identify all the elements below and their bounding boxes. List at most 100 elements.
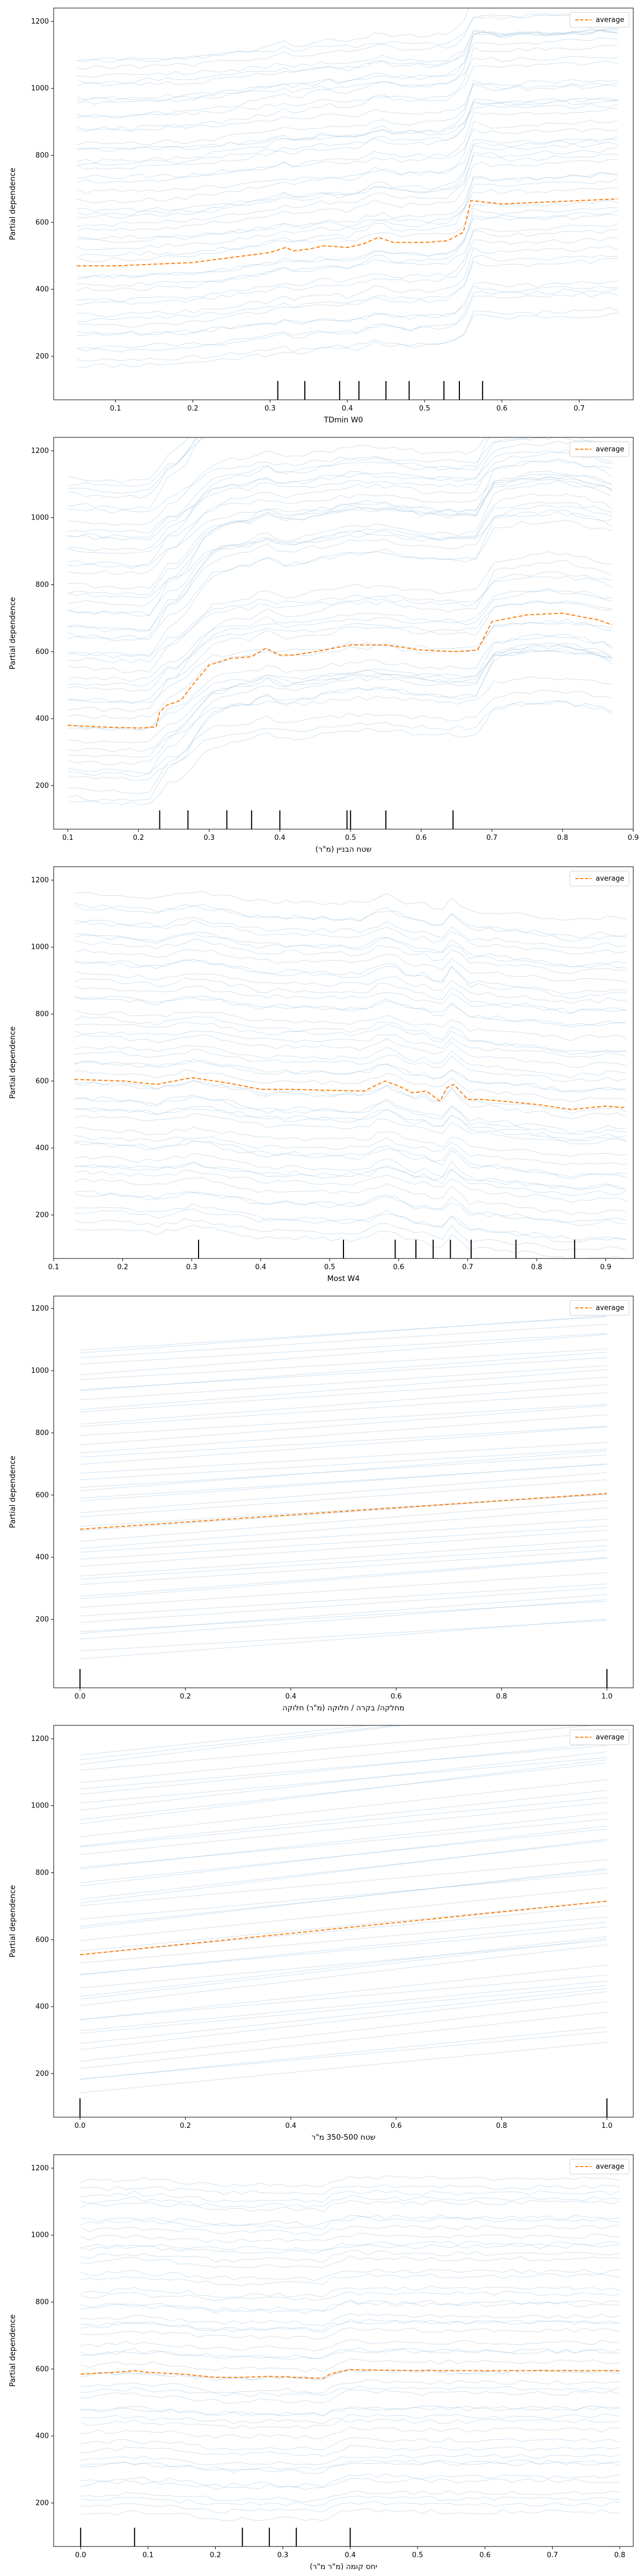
ice-line (77, 45, 618, 132)
chart-panel-2: 0.1 0.2 0.3 0.4 0.5 0.6 0.7 0.8 0.9 200 400 600 800 1… (9, 437, 639, 854)
average-line (80, 2369, 620, 2379)
ice-line (80, 1872, 607, 1920)
ice-line (80, 2358, 620, 2372)
ice-line (68, 437, 188, 484)
ice-line (80, 1991, 607, 2050)
ice-line (77, 98, 618, 170)
x-tick-label: 0.6 (496, 405, 508, 413)
ice-line (74, 1069, 627, 1102)
rug-ticks (79, 2098, 608, 2117)
ice-line (80, 2379, 620, 2394)
ice-line (68, 601, 612, 703)
x-tick-label: 0.3 (265, 405, 276, 413)
x-tick-label: 0.3 (186, 1263, 197, 1271)
ice-line (77, 56, 618, 102)
ice-line (80, 1550, 607, 1585)
ice-line (77, 137, 618, 194)
x-tick-label: 0.8 (531, 1263, 543, 1271)
ice-line (80, 1725, 596, 1770)
ice-line (77, 159, 618, 232)
y-tick-label: 600 (35, 1077, 49, 1085)
y-axis-title: Partial dependence (9, 2314, 17, 2387)
ice-line (77, 187, 618, 240)
x-tick-label: 0.4 (274, 834, 286, 842)
y-tick-label: 600 (35, 1936, 49, 1944)
ice-line (74, 905, 627, 939)
y-tick-label: 600 (35, 648, 49, 656)
x-tick-label: 1.0 (602, 1693, 613, 1701)
y-axis: 200 400 600 800 1000 1200 (31, 876, 54, 1219)
ice-line (80, 2273, 620, 2287)
ice-line (77, 312, 618, 362)
y-tick-label: 200 (35, 2070, 49, 2078)
ice-line (80, 2327, 620, 2340)
ice-line (80, 1859, 607, 1906)
ice-line (80, 1479, 607, 1518)
ice-line (80, 2012, 607, 2069)
ice-line (74, 1048, 627, 1082)
ice-line (80, 2233, 620, 2243)
ice-line (80, 2348, 620, 2360)
y-tick-label: 200 (35, 2499, 49, 2507)
ice-line (77, 178, 618, 251)
x-tick-label: 0.8 (557, 834, 568, 842)
y-tick-label: 1200 (31, 447, 49, 455)
y-axis-title: Partial dependence (9, 167, 17, 240)
ice-line (74, 903, 627, 942)
ice-line (77, 255, 618, 328)
ice-line (74, 958, 627, 999)
ice-line (68, 437, 612, 514)
ice-line (80, 2347, 620, 2360)
x-axis-title: Most W4 (327, 1275, 360, 1283)
ice-line (68, 634, 612, 765)
legend-label: average (596, 1733, 624, 1741)
ice-line (77, 258, 618, 322)
ice-line (80, 1936, 607, 1997)
y-tick-label: 1000 (31, 85, 49, 93)
x-tick-label: 0.9 (628, 834, 639, 842)
ice-line (80, 1620, 607, 1651)
ice-line (77, 237, 618, 305)
ice-line (80, 1539, 607, 1577)
y-tick-label: 1200 (31, 876, 49, 884)
ice-line (74, 1203, 627, 1242)
x-tick-label: 0.3 (203, 834, 215, 842)
ice-line (80, 2319, 620, 2331)
ice-line (74, 933, 627, 968)
legend: average (569, 2158, 630, 2175)
y-tick-label: 400 (35, 1144, 49, 1152)
ice-line (80, 2339, 620, 2352)
ice-line (68, 509, 612, 658)
ice-line (80, 1868, 607, 1929)
ice-line (80, 2426, 620, 2440)
legend-label: average (596, 445, 624, 453)
ice-line (77, 153, 618, 213)
ice-line (77, 128, 618, 179)
ice-line (74, 1106, 627, 1140)
ice-line (74, 1135, 627, 1165)
ice-line (80, 1442, 607, 1474)
ice-line (80, 1725, 372, 1755)
ice-line (74, 1034, 627, 1068)
ice-line (68, 437, 490, 567)
x-tick-label: 0.8 (614, 2551, 626, 2559)
average-line (68, 612, 612, 729)
x-tick-label: 0.8 (496, 2122, 507, 2130)
ice-line (80, 1828, 607, 1883)
x-axis-title: TDmin W0 (324, 416, 363, 425)
ice-line (77, 246, 618, 317)
ice-line (80, 1464, 607, 1498)
x-tick-label: 0.4 (345, 2551, 356, 2559)
axes-frame (53, 1725, 634, 2118)
x-tick-label: 0.6 (391, 2122, 402, 2130)
x-tick-label: 0.8 (496, 1693, 507, 1701)
ice-line (68, 642, 612, 774)
ice-line (74, 1169, 627, 1203)
ice-line (74, 917, 627, 948)
x-tick-label: 0.6 (416, 834, 427, 842)
y-tick-label: 1200 (31, 1305, 49, 1313)
ice-line (80, 2386, 620, 2397)
ice-line (68, 441, 612, 552)
ice-line (77, 83, 618, 131)
